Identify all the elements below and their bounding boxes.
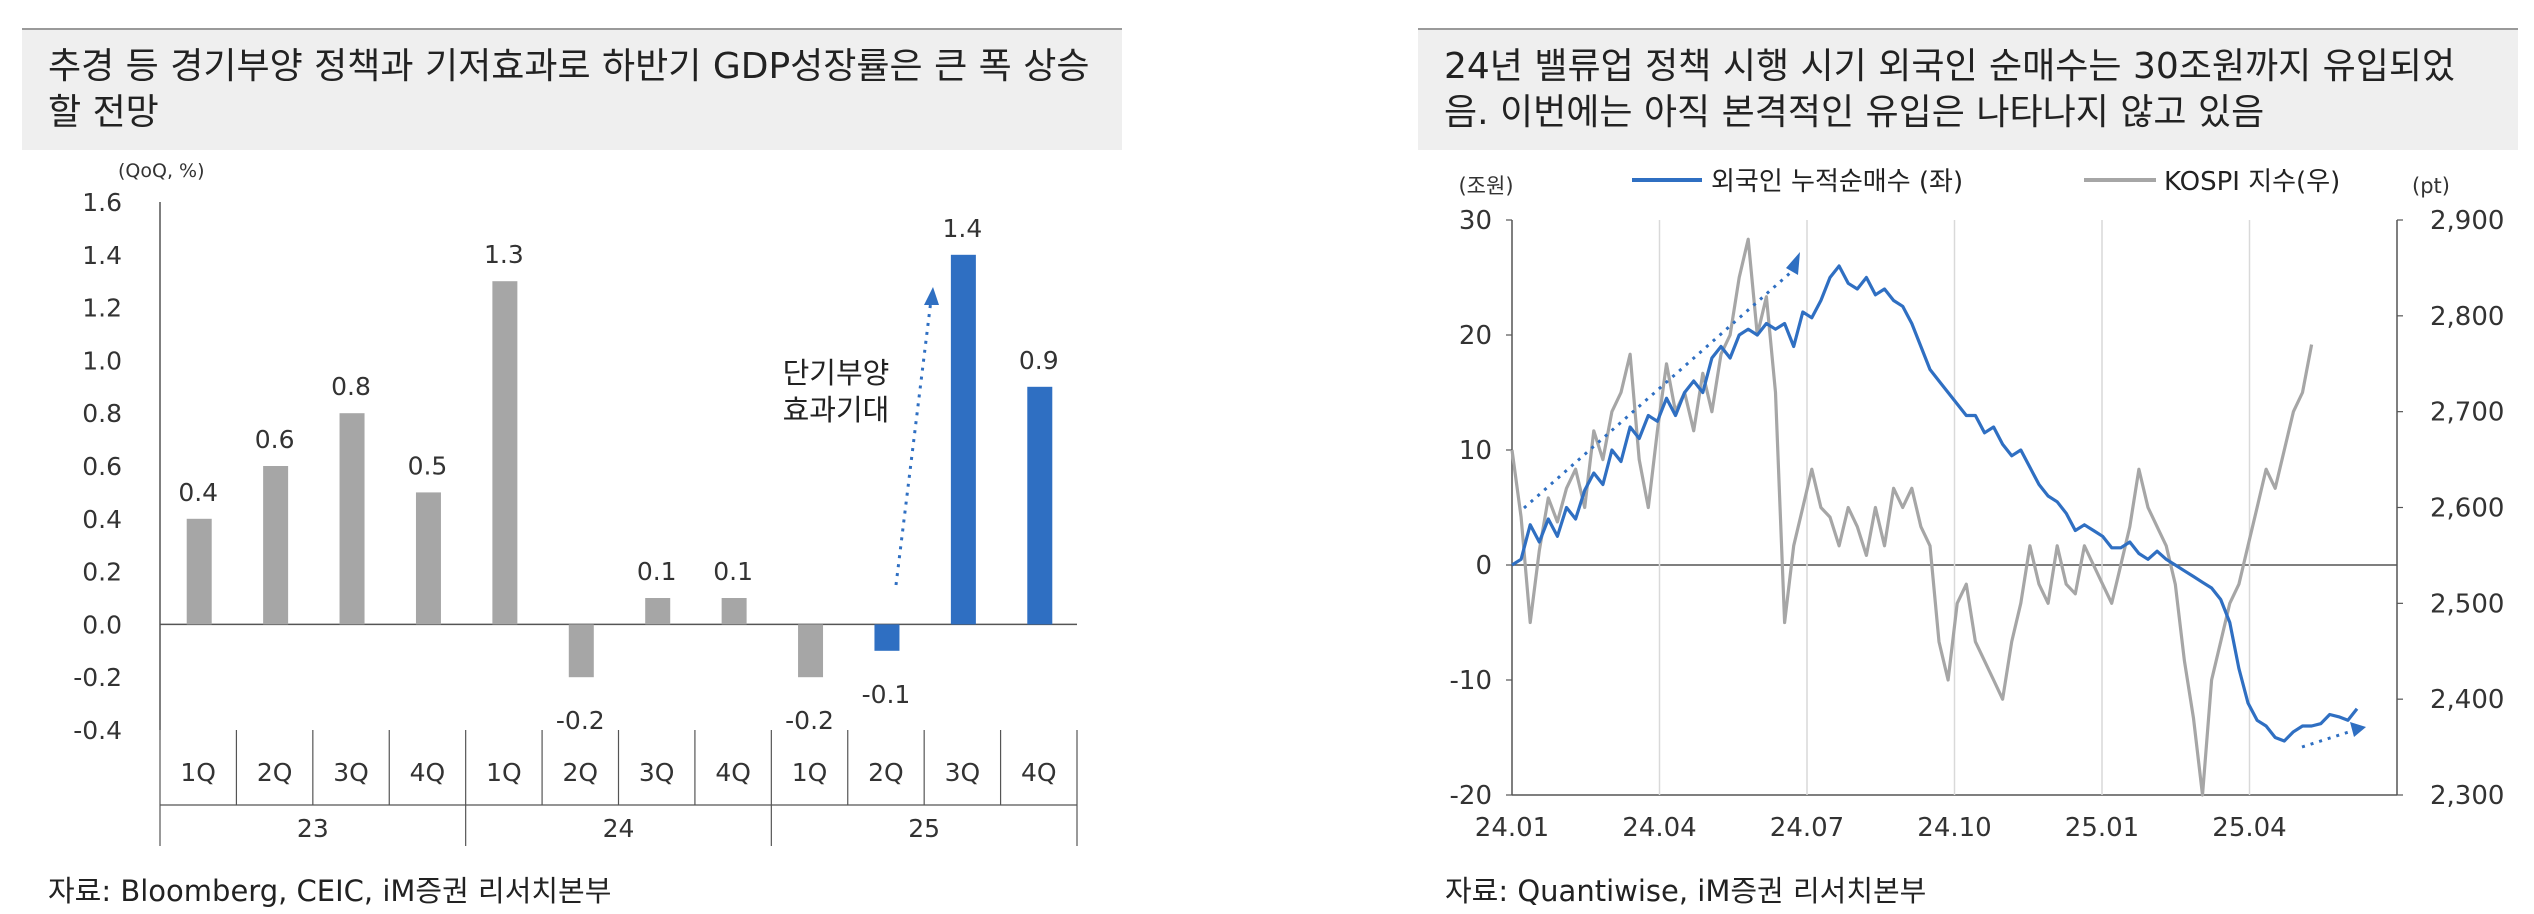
annotation-label: 효과기대 bbox=[783, 393, 890, 427]
x-tick-label: 25.04 bbox=[2212, 813, 2286, 843]
left-tick-label: 30 bbox=[1459, 206, 1492, 236]
y-axis-unit: (QoQ, %) bbox=[118, 160, 205, 182]
y-tick-label: 1.6 bbox=[82, 188, 122, 217]
left-tick-label: -10 bbox=[1450, 666, 1492, 696]
bar-value-label: 0.9 bbox=[1019, 346, 1059, 375]
bar bbox=[950, 254, 976, 625]
bar-value-label: -0.2 bbox=[556, 706, 605, 735]
x-tick-label: 24.01 bbox=[1475, 813, 1549, 843]
gdp-chart-title: 추경 등 경기부양 정책과 기저효과로 하반기 GDP성장률은 큰 폭 상승 할… bbox=[48, 46, 1090, 133]
bar-value-label: 0.5 bbox=[408, 451, 448, 480]
left-tick-label: 0 bbox=[1475, 551, 1492, 581]
right-tick-label: 2,400 bbox=[2430, 685, 2504, 715]
right-tick-label: 2,500 bbox=[2430, 589, 2504, 619]
y-tick-label: 0.0 bbox=[82, 610, 122, 639]
x-tick-label: 4Q bbox=[410, 758, 446, 787]
x-tick-label: 3Q bbox=[639, 758, 675, 787]
x-group-label: 25 bbox=[908, 814, 940, 843]
annotation-arrowhead bbox=[924, 287, 939, 305]
x-tick-label: 4Q bbox=[1021, 758, 1057, 787]
bar bbox=[874, 624, 900, 651]
right-axis-unit: (pt) bbox=[2412, 174, 2450, 198]
x-tick-label: 1Q bbox=[792, 758, 828, 787]
gdp-bar-chart: 1.6 1.4 1.2 1.0 0.8 0.6 0.4 0.2 0.0 -0.2 -0.4 (QoQ,… bbox=[73, 160, 1078, 846]
bar bbox=[263, 466, 289, 625]
bar bbox=[186, 518, 212, 625]
x-tick-label: 2Q bbox=[257, 758, 293, 787]
x-tick-label: 4Q bbox=[715, 758, 751, 787]
foreign-flow-line-chart: 외국인 누적순매수 (좌) KOSPI 지수(우) (조원) (pt) 30 20 10 0 -… bbox=[1450, 167, 2505, 843]
bar-value-label: -0.1 bbox=[862, 680, 911, 709]
x-group-label: 24 bbox=[603, 814, 635, 843]
foreign-flow-chart-title: 24년 밸류업 정책 시행 시기 외국인 순매수는 30조원까지 유입되었음. … bbox=[1444, 46, 2456, 133]
left-tick-label: -20 bbox=[1450, 781, 1492, 811]
annotation-label: 단기부양 bbox=[783, 356, 890, 390]
bar bbox=[415, 492, 441, 625]
y-tick-label: -0.4 bbox=[73, 716, 122, 745]
bar-value-label: 1.4 bbox=[942, 214, 982, 243]
kospi-series-line bbox=[1510, 237, 2314, 797]
foreign-flow-panel: 24년 밸류업 정책 시행 시기 외국인 순매수는 30조원까지 유입되었음. … bbox=[1400, 0, 2534, 914]
legend-label-kospi: KOSPI 지수(우) bbox=[2164, 167, 2340, 197]
trend-arrowhead bbox=[1786, 252, 1800, 275]
y-tick-label: 0.8 bbox=[82, 399, 122, 428]
x-tick-label: 25.01 bbox=[2065, 813, 2139, 843]
right-tick-label: 2,700 bbox=[2430, 398, 2504, 428]
right-tick-label: 2,600 bbox=[2430, 494, 2504, 524]
y-tick-label: 1.4 bbox=[82, 241, 122, 270]
bar bbox=[645, 598, 671, 625]
y-tick-label: 1.0 bbox=[82, 346, 122, 375]
foreign-flow-title-box: 24년 밸류업 정책 시행 시기 외국인 순매수는 30조원까지 유입되었음. … bbox=[1418, 28, 2518, 150]
bar-value-label: -0.2 bbox=[785, 706, 834, 735]
trend-arrowhead bbox=[2350, 722, 2366, 737]
bar bbox=[1027, 386, 1053, 625]
trend-arrow-line bbox=[1523, 264, 1799, 510]
x-tick-label: 3Q bbox=[945, 758, 981, 787]
bar bbox=[339, 413, 365, 625]
x-tick-label: 3Q bbox=[333, 758, 369, 787]
x-tick-label: 24.07 bbox=[1770, 813, 1844, 843]
left-tick-label: 10 bbox=[1459, 436, 1492, 466]
gdp-source-note: 자료: Bloomberg, CEIC, iM증권 리서치본부 bbox=[48, 874, 612, 908]
right-tick-label: 2,800 bbox=[2430, 302, 2504, 332]
foreign-flow-source-note: 자료: Quantiwise, iM증권 리서치본부 bbox=[1445, 874, 1927, 908]
trend-arrow-line bbox=[2301, 728, 2356, 749]
y-tick-label: -0.2 bbox=[73, 663, 122, 692]
left-axis-unit: (조원) bbox=[1458, 174, 1513, 198]
right-tick-label: 2,300 bbox=[2430, 781, 2504, 811]
legend-label-foreign: 외국인 누적순매수 (좌) bbox=[1711, 167, 1963, 197]
gdp-title-box: 추경 등 경기부양 정책과 기저효과로 하반기 GDP성장률은 큰 폭 상승 할… bbox=[22, 28, 1122, 150]
y-tick-label: 0.6 bbox=[82, 452, 122, 481]
x-tick-label: 2Q bbox=[868, 758, 904, 787]
y-tick-label: 0.4 bbox=[82, 505, 122, 534]
x-tick-label: 24.10 bbox=[1917, 813, 1991, 843]
right-tick-label: 2,900 bbox=[2430, 206, 2504, 236]
bar-value-label: 0.1 bbox=[637, 557, 677, 586]
bar-value-label: 0.1 bbox=[713, 557, 753, 586]
x-tick-label: 24.04 bbox=[1622, 813, 1696, 843]
bar bbox=[798, 624, 824, 678]
foreign-series-line bbox=[1511, 264, 2359, 743]
bar-value-label: 0.4 bbox=[178, 478, 218, 507]
y-tick-label: 1.2 bbox=[82, 294, 122, 323]
left-tick-label: 20 bbox=[1459, 321, 1492, 351]
x-tick-label: 1Q bbox=[180, 758, 216, 787]
bar bbox=[568, 624, 594, 678]
annotation-arrow-line bbox=[894, 299, 933, 586]
gdp-panel: 추경 등 경기부양 정책과 기저효과로 하반기 GDP성장률은 큰 폭 상승 할… bbox=[0, 0, 1130, 914]
x-group-label: 23 bbox=[297, 814, 329, 843]
bar-value-label: 1.3 bbox=[484, 240, 524, 269]
bar-value-label: 0.8 bbox=[331, 372, 371, 401]
x-tick-label: 1Q bbox=[486, 758, 522, 787]
bar bbox=[492, 281, 518, 625]
bar bbox=[721, 598, 747, 625]
x-tick-label: 2Q bbox=[562, 758, 598, 787]
bar-value-label: 0.6 bbox=[255, 425, 295, 454]
y-tick-label: 0.2 bbox=[82, 558, 122, 587]
